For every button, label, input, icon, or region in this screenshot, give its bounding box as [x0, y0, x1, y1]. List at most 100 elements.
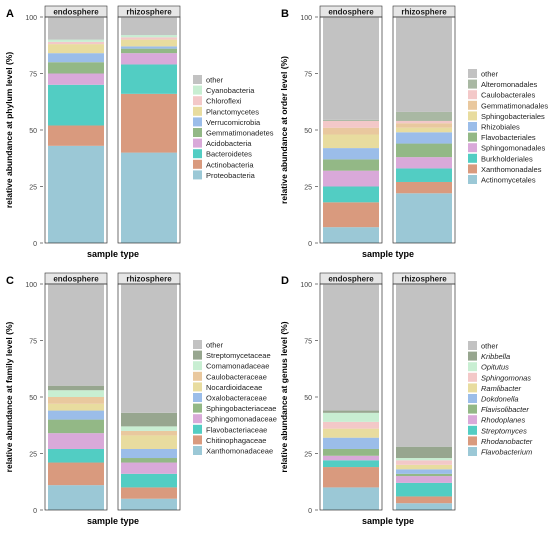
legend-swatch-bacteroidetes: [193, 149, 202, 159]
legend-label-sphingobacteriaceae: Sphingobacteriaceae: [206, 404, 276, 413]
bar-segment-rhizosphere-rhodanobacter: [396, 496, 452, 504]
legend-swatch-verrucomicrobia: [193, 117, 202, 127]
legend-swatch-gemmatimonadetes: [193, 128, 202, 137]
legend-swatch-alteromonadales: [468, 79, 477, 89]
y-tick-label: 100: [25, 282, 37, 289]
bar-segment-rhizosphere-xanthomonadaceae: [121, 498, 177, 510]
bar-segment-endosphere-acidobacteria: [48, 73, 104, 85]
legend-swatch-opitutus: [468, 362, 477, 372]
facet-frame: [392, 16, 456, 244]
legend-swatch-caulobacteraceae: [193, 371, 202, 381]
legend-label-kribbella: Kribbella: [481, 352, 510, 361]
bar-segment-rhizosphere-sphingobacteriaceae: [121, 458, 177, 463]
legend-label-gemmatimonadales: Gemmatimonadales: [481, 101, 548, 110]
bar-segment-rhizosphere-caulobacterales: [396, 120, 452, 124]
facet-frame: [319, 283, 383, 511]
bar-segment-rhizosphere-flavobacteriales: [396, 143, 452, 158]
bar-segment-rhizosphere-other: [396, 284, 452, 447]
bar-segment-rhizosphere-verrucomicrobia: [121, 46, 177, 49]
bar-segment-rhizosphere-burkholderiales: [396, 168, 452, 182]
y-axis-label: relative abundance at order level (%): [279, 56, 289, 204]
legend-swatch-comamonadaceae: [193, 361, 202, 371]
legend-swatch-xanthomonadales: [468, 164, 477, 174]
bar-segment-endosphere-rhizobiales: [323, 148, 379, 160]
bar-segment-rhizosphere-xanthomonadales: [396, 181, 452, 194]
bar-segment-endosphere-sphingomonas: [323, 421, 379, 429]
legend-label-planctomycetes: Planctomycetes: [206, 107, 259, 116]
legend-label-streptomyces: Streptomyces: [481, 426, 527, 435]
bar-segment-rhizosphere-flavobacteriaceae: [121, 473, 177, 488]
facet-frame: [117, 283, 181, 511]
legend-swatch-burkholderiales: [468, 153, 477, 163]
legend-label-sphingomonas: Sphingomonas: [481, 373, 531, 382]
legend-label-flavobacteriaceae: Flavobacteriaceae: [206, 425, 267, 434]
y-tick-label: 0: [308, 508, 312, 515]
bar-segment-endosphere-sphingomonadales: [323, 170, 379, 187]
y-tick-label: 50: [304, 128, 312, 135]
bar-segment-rhizosphere-chitinophagaceae: [121, 487, 177, 499]
bar-segment-rhizosphere-streptomyces: [396, 482, 452, 497]
bar-segment-rhizosphere-cyanobacteria: [121, 35, 177, 38]
panel-letter: D: [281, 275, 289, 287]
bar-segment-rhizosphere-alteromonadales: [396, 111, 452, 121]
panel-letter: C: [6, 275, 14, 287]
legend-label-caulobacterales: Caulobacterales: [481, 91, 535, 100]
bar-segment-endosphere-caulobacterales: [323, 120, 379, 128]
legend-swatch-acidobacteria: [193, 138, 202, 148]
legend-swatch-other: [193, 340, 202, 349]
x-axis-label: sample type: [87, 516, 139, 526]
y-tick-label: 25: [304, 185, 312, 192]
y-tick-label: 0: [33, 508, 37, 515]
legend-label-other: other: [206, 341, 224, 350]
legend-swatch-sphingobacteriaceae: [193, 403, 202, 413]
bar-segment-rhizosphere-opitutus: [396, 458, 452, 461]
bar-segment-rhizosphere-dokdonella: [396, 469, 452, 474]
bar-segment-rhizosphere-comamonadaceae: [121, 426, 177, 431]
legend-label-comamonadaceae: Comamonadaceae: [206, 362, 269, 371]
bar-segment-endosphere-burkholderiales: [323, 186, 379, 203]
y-tick-label: 25: [29, 452, 37, 459]
legend-swatch-nocardioidaceae: [193, 382, 202, 392]
legend-swatch-xanthomonadaceae: [193, 446, 202, 455]
bar-segment-endosphere-opitutus: [323, 412, 379, 422]
facet-frame: [319, 16, 383, 244]
legend-label-other: other: [481, 342, 499, 351]
legend-label-flavobacterium: Flavobacterium: [481, 448, 532, 457]
legend-label-rhodoplanes: Rhodoplanes: [481, 416, 525, 425]
legend-label-actinomycetales: Actinomycetales: [481, 176, 536, 185]
y-tick-label: 50: [29, 128, 37, 135]
legend-label-sphingomonadales: Sphingomonadales: [481, 144, 545, 153]
y-tick-label: 25: [304, 452, 312, 459]
bar-segment-rhizosphere-rhodoplanes: [396, 476, 452, 483]
legend-swatch-sphingomonadaceae: [193, 414, 202, 424]
legend-label-burkholderiales: Burkholderiales: [481, 154, 533, 163]
bar-segment-endosphere-flavobacterium: [323, 487, 379, 510]
bar-segment-rhizosphere-chloroflexi: [121, 37, 177, 40]
bar-segment-rhizosphere-caulobacteraceae: [121, 430, 177, 436]
bar-segment-endosphere-rhodoplanes: [323, 455, 379, 461]
bar-segment-rhizosphere-ramlibacter: [396, 464, 452, 470]
y-tick-label: 0: [33, 241, 37, 248]
legend-swatch-kribbella: [468, 351, 477, 361]
legend-swatch-other: [468, 341, 477, 350]
legend-label-other: other: [481, 70, 499, 79]
legend-swatch-dokdonella: [468, 394, 477, 403]
legend-label-caulobacteraceae: Caulobacteraceae: [206, 372, 267, 381]
legend-swatch-other: [468, 69, 477, 78]
y-tick-label: 75: [304, 72, 312, 79]
bar-segment-rhizosphere-flavisolibacter: [396, 473, 452, 477]
bar-segment-rhizosphere-acidobacteria: [121, 53, 177, 65]
bar-segment-rhizosphere-sphingomonas: [396, 460, 452, 465]
bar-segment-endosphere-nocardioidaceae: [48, 403, 104, 411]
legend-swatch-sphingomonas: [468, 372, 477, 382]
bar-segment-endosphere-xanthomonadaceae: [48, 485, 104, 510]
facet-frame: [392, 283, 456, 511]
legend-label-xanthomonadales: Xanthomonadales: [481, 165, 542, 174]
facet-label: rhizosphere: [126, 8, 172, 17]
bar-segment-endosphere-chloroflexi: [48, 41, 104, 45]
bar-segment-endosphere-other: [48, 284, 104, 386]
y-tick-label: 50: [29, 395, 37, 402]
bar-segment-endosphere-verrucomicrobia: [48, 53, 104, 63]
